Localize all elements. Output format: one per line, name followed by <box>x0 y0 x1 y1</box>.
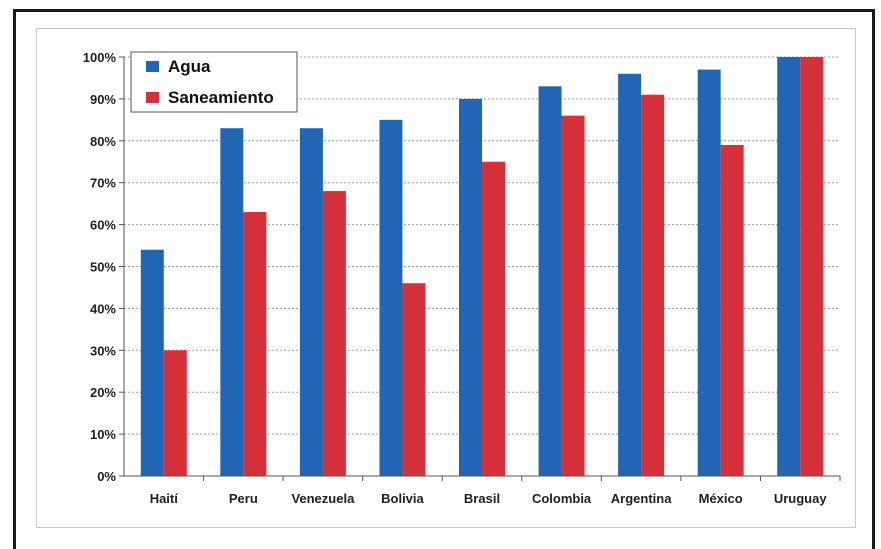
x-tick-label: Bolivia <box>381 491 424 506</box>
bar-saneamiento-venezuela <box>322 191 346 476</box>
legend-label-agua: Agua <box>168 57 211 76</box>
bar-chart: 0% 10% 20% 30% 40% 50% 60% 70% 80% 90% 100% Haití P… <box>83 50 841 506</box>
bars <box>140 57 824 477</box>
bar-agua-brasil <box>459 98 482 477</box>
y-tick-label: 20% <box>90 385 116 400</box>
x-tick-label: México <box>699 491 743 506</box>
legend: Agua Saneamiento <box>130 51 298 113</box>
y-tick-label: 30% <box>90 343 116 358</box>
y-tick-label: 80% <box>90 134 116 149</box>
y-tick-label: 50% <box>90 260 116 275</box>
y-tick-label: 10% <box>90 427 116 442</box>
x-tick-label: Venezuela <box>291 491 355 506</box>
y-tick-label: 0% <box>97 469 116 484</box>
bar-agua-bolivia <box>379 119 403 476</box>
bar-saneamiento-colombia <box>561 115 585 476</box>
y-tick-label: 70% <box>90 176 116 191</box>
axes <box>123 57 840 477</box>
bar-saneamiento-méxico <box>720 144 744 477</box>
bar-saneamiento-haití <box>163 350 187 476</box>
bar-saneamiento-uruguay <box>800 57 824 476</box>
y-tick-label: 60% <box>90 218 116 233</box>
bar-saneamiento-argentina <box>641 94 665 477</box>
bar-saneamiento-peru <box>243 212 267 476</box>
y-tick-label: 40% <box>90 301 116 316</box>
x-tick-label: Uruguay <box>774 491 828 506</box>
y-axis-ticks: 0% 10% 20% 30% 40% 50% 60% 70% 80% 90% 100% <box>83 50 124 484</box>
x-tick-label: Haití <box>150 491 179 506</box>
x-tick-label: Argentina <box>611 491 672 506</box>
x-axis-ticks: Haití Peru Venezuela Bolivia Brasil Colombia A… <box>150 476 841 506</box>
legend-label-saneamiento: Saneamiento <box>168 88 274 107</box>
x-tick-label: Brasil <box>464 491 500 506</box>
bar-saneamiento-brasil <box>482 161 505 476</box>
y-tick-label: 100% <box>83 50 117 65</box>
legend-swatch-agua <box>146 61 159 72</box>
legend-swatch-saneamiento <box>146 92 159 103</box>
y-tick-label: 90% <box>90 92 116 107</box>
bar-agua-colombia <box>538 86 562 476</box>
bar-agua-méxico <box>697 69 721 476</box>
bar-saneamiento-bolivia <box>402 283 426 476</box>
x-tick-label: Peru <box>229 491 258 506</box>
bar-agua-peru <box>220 128 244 477</box>
x-tick-label: Colombia <box>532 491 592 506</box>
bar-agua-haití <box>140 249 164 476</box>
bar-agua-argentina <box>618 73 642 476</box>
bar-agua-uruguay <box>777 57 801 476</box>
bar-agua-venezuela <box>299 128 323 477</box>
